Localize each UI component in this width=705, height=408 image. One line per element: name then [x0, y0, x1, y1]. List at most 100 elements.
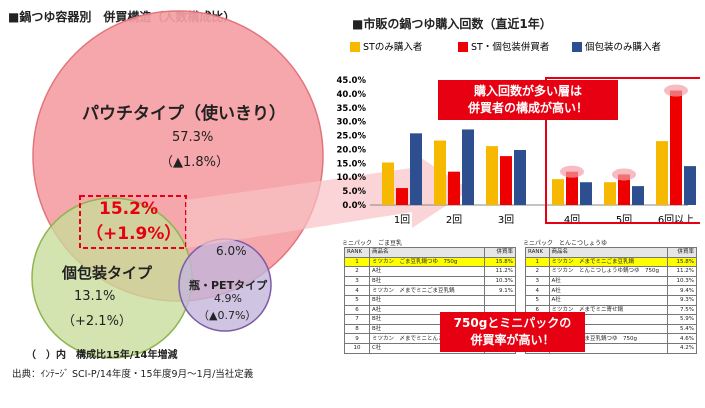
- bar: [434, 140, 446, 205]
- bar: [448, 171, 460, 205]
- table-cell: 4.2%: [667, 342, 697, 354]
- table-cell: [483, 294, 517, 306]
- table-cell: 4: [344, 285, 370, 296]
- callout-top: 購入回数が多い層は 併買者の構成が高い！: [438, 80, 618, 120]
- bottle-pct: 4.9%: [214, 292, 242, 305]
- overlap-pct: 15.2%: [99, 199, 158, 219]
- table-cell: 2: [344, 266, 370, 277]
- table-cell: B社: [368, 294, 485, 306]
- table-cell: 9: [344, 333, 370, 344]
- bar: [396, 188, 408, 205]
- highlight-ellipse: [560, 165, 584, 178]
- table-cell: 1: [525, 256, 550, 268]
- source-note: 出典：ｲﾝﾃｰｼﾞ SCI-P/14年度・15年度9月～1月/当社定義: [12, 369, 254, 380]
- table-cell: A社: [548, 294, 669, 306]
- table-cell: 1: [344, 256, 370, 268]
- table-header-cell: RANK: [344, 247, 370, 258]
- table-cell: 6: [344, 304, 370, 316]
- table-cell: 5: [344, 294, 370, 306]
- table-cell: A社: [368, 266, 485, 277]
- table-header-cell: 商品名: [368, 247, 485, 258]
- bottle-label: 瓶・PETタイプ: [189, 279, 268, 292]
- table-header-cell: 併買率: [667, 247, 697, 258]
- highlight-ellipse: [612, 168, 636, 181]
- bar: [632, 186, 644, 205]
- table-cell: 3: [344, 275, 370, 287]
- table-cell: 7.5%: [667, 304, 697, 316]
- table-cell: ミツカン とんこつしょうゆ鍋つゆ 750g: [548, 266, 669, 277]
- bar: [566, 171, 578, 205]
- bar: [462, 129, 474, 205]
- table-cell: 10.3%: [483, 275, 517, 287]
- table-cell: 9.4%: [667, 285, 697, 296]
- table-row: 4 A社 9.4%: [525, 285, 697, 296]
- table-cell: 11.2%: [483, 266, 517, 277]
- table-header-cell: RANK: [525, 247, 550, 258]
- callout-top-line-2: 併買者の構成が高い！: [467, 101, 588, 115]
- callout-bottom-line-2: 併買率が高い！: [470, 333, 555, 347]
- table-header-row: RANK 商品名 併買率: [344, 247, 517, 258]
- y-tick-label: 20.0%: [337, 145, 367, 155]
- table-row: 5 B社: [344, 294, 517, 306]
- y-tick-label: 5.0%: [342, 187, 366, 197]
- table-row: 3 A社 10.3%: [525, 275, 697, 287]
- y-tick-label: 40.0%: [337, 90, 367, 100]
- single-pack-delta: （+2.1%）: [62, 314, 132, 329]
- legend-swatch: [350, 42, 360, 52]
- y-tick-label: 35.0%: [337, 104, 367, 114]
- bar: [552, 179, 564, 205]
- x-tick-label: 4回: [564, 214, 580, 226]
- table-cell: B社: [368, 275, 485, 287]
- y-tick-label: 10.0%: [337, 173, 367, 183]
- footnote: （ ）内 構成比15年/14年増減: [26, 350, 178, 361]
- legend-label: STのみ購入者: [363, 41, 422, 53]
- table-cell: 7: [344, 314, 370, 325]
- bar: [486, 146, 498, 205]
- bar: [618, 174, 630, 205]
- y-tick-label: 45.0%: [337, 76, 367, 86]
- pouch-label: パウチタイプ（使いきり）: [82, 104, 286, 124]
- table-header-row: RANK 商品名 併買率: [525, 247, 697, 258]
- bar: [604, 182, 616, 205]
- y-tick-label: 30.0%: [337, 118, 367, 128]
- y-tick-label: 0.0%: [342, 201, 366, 211]
- bar: [656, 141, 668, 205]
- bar: [670, 90, 682, 205]
- bar: [514, 150, 526, 205]
- table-cell: 10.3%: [667, 275, 697, 287]
- bar-chart: 0.0% 5.0% 10.0% 15.0% 20.0% 25.0% 30.0% 35.0% 40…: [337, 41, 700, 226]
- table-cell: 9.1%: [483, 285, 517, 296]
- x-tick-label: 3回: [498, 214, 514, 226]
- table-cell: 2: [525, 266, 550, 277]
- table-header-cell: 併買率: [483, 247, 517, 258]
- x-tick-label: 1回: [394, 214, 410, 226]
- table-cell: ミツカン ごま豆乳鍋つゆ 750g: [368, 256, 485, 268]
- table-row: 4 ミツカン 〆までミニごま豆乳鍋 9.1%: [344, 285, 517, 296]
- connector-arrow: [186, 152, 470, 248]
- legend-swatch: [458, 42, 468, 52]
- bar: [580, 182, 592, 205]
- single-pack-pct: 13.1%: [74, 289, 116, 304]
- bottle-delta: （▲0.7%）: [198, 309, 257, 322]
- table-row: 2 A社 11.2%: [344, 266, 517, 277]
- table-row: 5 A社 9.3%: [525, 294, 697, 306]
- pouch-delta: （▲1.8%）: [160, 155, 230, 170]
- bottle-top-pct: 6.0%: [216, 244, 247, 258]
- pouch-pct: 57.3%: [172, 130, 214, 145]
- legend-label: 個包装のみ購入者: [585, 41, 661, 53]
- bar: [382, 162, 394, 205]
- callout-top-line-1: 購入回数が多い層は: [473, 84, 582, 98]
- table-cell: 15.8%: [667, 256, 697, 268]
- bar: [410, 133, 422, 205]
- callout-bottom: 750gとミニパックの 併買率が高い！: [440, 312, 585, 352]
- y-tick-label: 15.0%: [337, 159, 367, 169]
- x-tick-label: 5回: [616, 214, 632, 226]
- table-cell: 11.2%: [667, 266, 697, 277]
- table-cell: 3: [525, 275, 550, 287]
- table-cell: A社: [548, 285, 669, 296]
- table-row: 2 ミツカン とんこつしょうゆ鍋つゆ 750g 11.2%: [525, 266, 697, 277]
- callout-bottom-line-1: 750gとミニパックの: [453, 316, 572, 330]
- table-left: RANK 商品名 併買率 1 ミツカン ごま豆乳鍋つゆ 750g 15.8% 2 A社 11.2…: [344, 247, 517, 354]
- highlight-box: [545, 77, 700, 224]
